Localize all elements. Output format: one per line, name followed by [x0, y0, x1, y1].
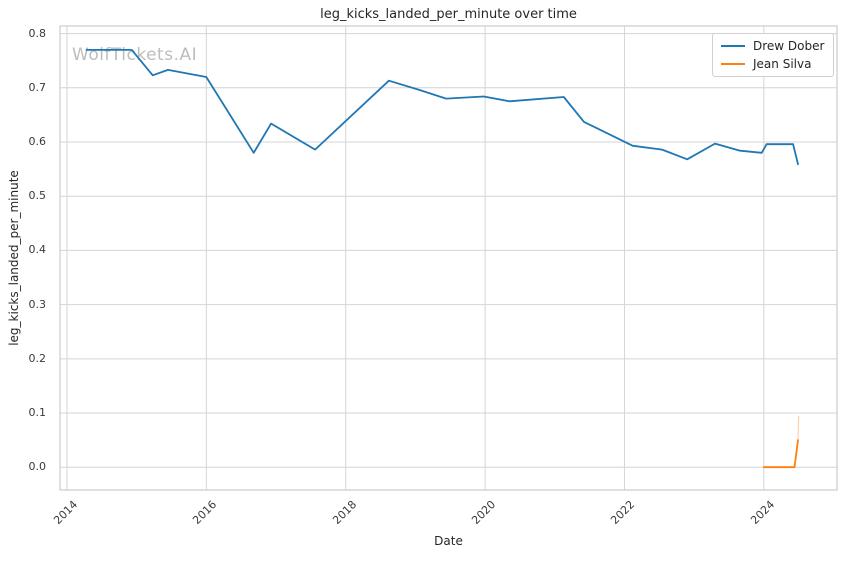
legend-line-swatch-jean-silva: [721, 63, 745, 65]
legend-label-jean-silva: Jean Silva: [753, 57, 812, 71]
legend-item-drew-dober: Drew Dober: [721, 39, 824, 53]
legend: Drew Dober Jean Silva: [712, 33, 835, 77]
legend-line-swatch-drew-dober: [721, 45, 745, 47]
series-line-jean-silva: [762, 439, 799, 469]
series-line-drew-dober: [85, 49, 799, 166]
chart-title: leg_kicks_landed_per_minute over time: [320, 7, 577, 22]
plot-border: [59, 25, 838, 491]
legend-label-drew-dober: Drew Dober: [753, 39, 825, 53]
series-line-tail-jean-silva: [797, 415, 800, 441]
legend-item-jean-silva: Jean Silva: [721, 57, 824, 71]
